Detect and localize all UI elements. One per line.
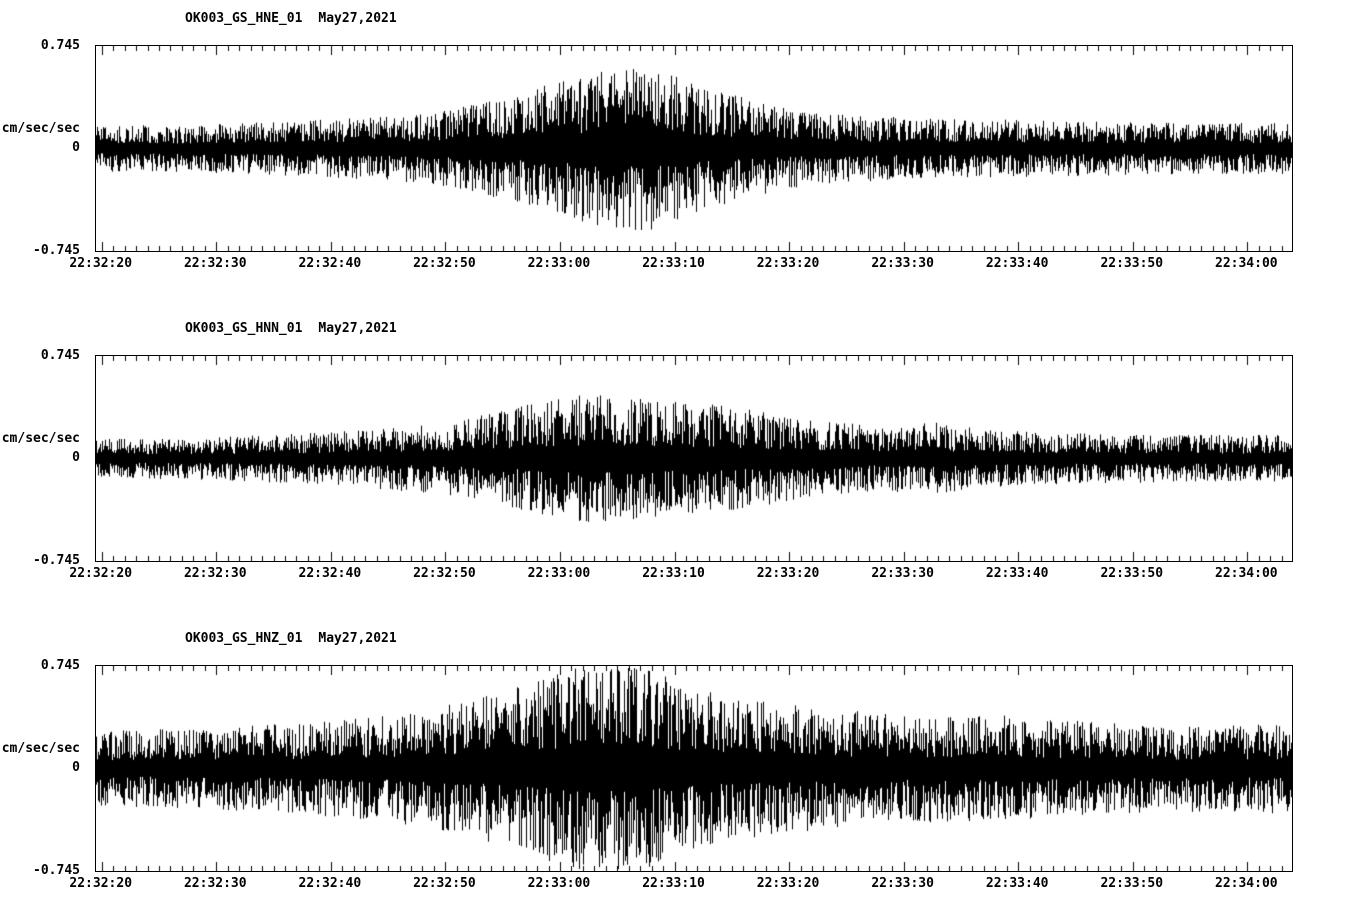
panel-title: OK003_GS_HNZ_01 May27,2021 xyxy=(185,631,397,646)
seismogram-panel-hnn: OK003_GS_HNN_01 May27,2021 0.745 cm/sec/s… xyxy=(0,318,1358,618)
x-tick-label: 22:33:30 xyxy=(871,566,934,581)
x-tick-label: 22:33:40 xyxy=(985,256,1049,271)
y-units-label: cm/sec/sec xyxy=(1,431,80,446)
y-max-label: 0.745 xyxy=(40,38,80,53)
x-axis-labels: 22:32:20 22:32:30 22:32:40 22:32:50 22:33:00… xyxy=(0,256,1358,274)
panel-title: OK003_GS_HNE_01 May27,2021 xyxy=(185,11,397,26)
x-tick-label: 22:32:40 xyxy=(298,566,362,581)
x-tick-label: 22:33:20 xyxy=(756,876,820,891)
x-tick-label: 22:33:00 xyxy=(527,566,591,581)
y-min-label: -0.745 xyxy=(33,243,80,258)
x-tick-label: 22:32:20 xyxy=(69,256,133,271)
y-zero-label: 0 xyxy=(72,450,80,465)
x-tick-label: 22:33:50 xyxy=(1100,876,1164,891)
plot-box xyxy=(95,45,1293,252)
x-axis-labels: 22:32:20 22:32:30 22:32:40 22:32:50 22:33:00… xyxy=(0,876,1358,894)
x-tick-label: 22:33:50 xyxy=(1100,566,1164,581)
x-tick-label: 22:33:00 xyxy=(527,256,591,271)
x-tick-label: 22:33:00 xyxy=(527,876,591,891)
seismogram-panel-hne: OK003_GS_HNE_01 May27,2021 0.745 cm/sec/s… xyxy=(0,8,1358,308)
x-tick-label: 22:32:30 xyxy=(183,566,247,581)
x-tick-label: 22:32:40 xyxy=(298,876,362,891)
date-label: May27,2021 xyxy=(318,631,397,646)
waveform-canvas-hnz xyxy=(96,666,1292,871)
x-tick-label: 22:33:10 xyxy=(642,876,705,891)
plot-box xyxy=(95,355,1293,562)
x-tick-label: 22:34:00 xyxy=(1215,566,1278,581)
y-units-label: cm/sec/sec xyxy=(1,741,80,756)
y-max-label: 0.745 xyxy=(40,658,80,673)
y-min-label: -0.745 xyxy=(33,863,80,878)
y-units-label: cm/sec/sec xyxy=(1,121,80,136)
x-tick-label: 22:33:30 xyxy=(871,876,934,891)
waveform-canvas-hnn xyxy=(96,356,1292,561)
x-tick-label: 22:32:40 xyxy=(298,256,362,271)
x-tick-label: 22:32:50 xyxy=(413,256,476,271)
x-tick-label: 22:34:00 xyxy=(1215,256,1278,271)
station-channel-label: OK003_GS_HNZ_01 xyxy=(185,631,303,646)
station-channel-label: OK003_GS_HNN_01 xyxy=(185,321,303,336)
x-tick-label: 22:33:50 xyxy=(1100,256,1164,271)
x-axis-labels: 22:32:20 22:32:30 22:32:40 22:32:50 22:33:00… xyxy=(0,566,1358,584)
x-tick-label: 22:32:20 xyxy=(69,876,133,891)
x-tick-label: 22:32:30 xyxy=(183,256,247,271)
station-channel-label: OK003_GS_HNE_01 xyxy=(185,11,303,26)
waveform-canvas-hne xyxy=(96,46,1292,251)
seismogram-panel-hnz: OK003_GS_HNZ_01 May27,2021 0.745 cm/sec/s… xyxy=(0,628,1358,924)
x-tick-label: 22:33:20 xyxy=(756,566,820,581)
panel-title: OK003_GS_HNN_01 May27,2021 xyxy=(185,321,397,336)
date-label: May27,2021 xyxy=(318,11,397,26)
x-tick-label: 22:34:00 xyxy=(1215,876,1278,891)
x-tick-label: 22:33:20 xyxy=(756,256,820,271)
x-tick-label: 22:33:10 xyxy=(642,256,705,271)
x-tick-label: 22:32:50 xyxy=(413,566,476,581)
y-max-label: 0.745 xyxy=(40,348,80,363)
x-tick-label: 22:32:30 xyxy=(183,876,247,891)
x-tick-label: 22:32:50 xyxy=(413,876,476,891)
x-tick-label: 22:33:10 xyxy=(642,566,705,581)
x-tick-label: 22:33:30 xyxy=(871,256,934,271)
y-zero-label: 0 xyxy=(72,760,80,775)
x-tick-label: 22:33:40 xyxy=(985,876,1049,891)
plot-box xyxy=(95,665,1293,872)
x-tick-label: 22:33:40 xyxy=(985,566,1049,581)
date-label: May27,2021 xyxy=(318,321,397,336)
y-zero-label: 0 xyxy=(72,140,80,155)
x-tick-label: 22:32:20 xyxy=(69,566,133,581)
y-min-label: -0.745 xyxy=(33,553,80,568)
